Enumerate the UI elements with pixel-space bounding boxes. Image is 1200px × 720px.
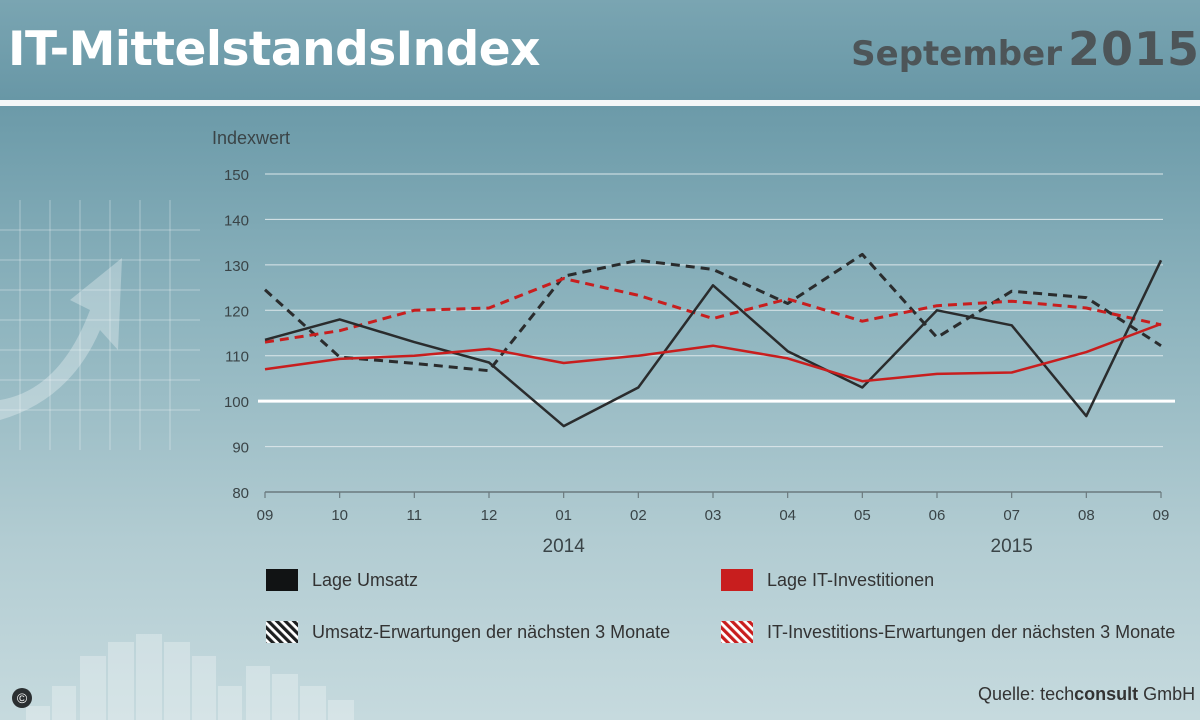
legend-item-umsatz-erwartungen: Umsatz-Erwartungen der nächsten 3 Monate: [266, 621, 670, 643]
x-tick-label: 06: [929, 507, 946, 524]
page-title: IT-MittelstandsIndex: [8, 22, 540, 77]
year-label: 2015: [991, 536, 1033, 557]
legend-item-lage-umsatz: Lage Umsatz: [266, 569, 418, 591]
y-tick-label: 120: [224, 303, 249, 320]
legend-label: Umsatz-Erwartungen der nächsten 3 Monate: [312, 621, 671, 642]
x-tick-label: 09: [1153, 507, 1170, 524]
y-tick-label: 100: [224, 394, 249, 411]
report-date: September 2015: [851, 22, 1200, 76]
series-line-2: [263, 252, 1162, 373]
legend-label: IT-Investitions-Erwartungen der nächsten…: [767, 621, 1176, 642]
x-tick-label: 07: [1003, 507, 1020, 524]
x-tick-label: 05: [854, 507, 871, 524]
header-band: [0, 0, 1200, 100]
decorative-growth-arrow-icon: [0, 200, 200, 450]
header-divider: [0, 100, 1200, 106]
y-tick-label: 140: [224, 212, 249, 229]
x-tick-label: 10: [331, 507, 348, 524]
y-tick-label: 90: [232, 440, 249, 457]
series-line-3: [264, 277, 1162, 344]
legend-item-lage-it-investitionen: Lage IT-Investitionen: [721, 569, 934, 591]
year-label: 2014: [543, 536, 586, 557]
decorative-bars-icon: [26, 634, 354, 720]
x-tick-label: 01: [555, 507, 572, 524]
source-brand-light: tech: [1040, 684, 1075, 704]
report-month: September: [851, 34, 1062, 74]
y-axis-label: Indexwert: [212, 128, 290, 148]
series-line-1: [264, 322, 1162, 383]
report-year: 2015: [1067, 22, 1200, 76]
legend-item-it-investitions-erwartungen: IT-Investitions-Erwartungen der nächsten…: [721, 621, 1175, 643]
x-tick-label: 02: [630, 507, 647, 524]
y-tick-label: 130: [224, 258, 249, 275]
x-tick-label: 08: [1078, 507, 1095, 524]
legend-swatch-hatched-black: [266, 621, 298, 643]
y-tick-label: 110: [225, 349, 249, 366]
legend-label: Lage IT-Investitionen: [767, 569, 935, 590]
legend-swatch-solid-red: [721, 569, 753, 591]
legend-label: Lage Umsatz: [312, 569, 419, 590]
x-tick-label: 12: [481, 507, 498, 524]
x-tick-label: 04: [779, 507, 796, 524]
y-tick-label: 150: [224, 167, 249, 184]
x-tick-label: 09: [257, 507, 274, 524]
x-tick-label: 03: [705, 507, 722, 524]
x-tick-label: 11: [407, 507, 423, 524]
legend-swatch-hatched-red: [721, 621, 753, 643]
y-tick-label: 80: [232, 485, 249, 502]
source-suffix: GmbH: [1143, 684, 1196, 704]
copyright-icon: ©: [12, 688, 32, 708]
series-line-0: [264, 259, 1163, 428]
source-prefix: Quelle:: [978, 684, 1036, 704]
source-brand-bold: consult: [1074, 684, 1139, 704]
legend-swatch-solid-black: [266, 569, 298, 591]
source-note: Quelle: techconsult GmbH: [978, 684, 1195, 705]
